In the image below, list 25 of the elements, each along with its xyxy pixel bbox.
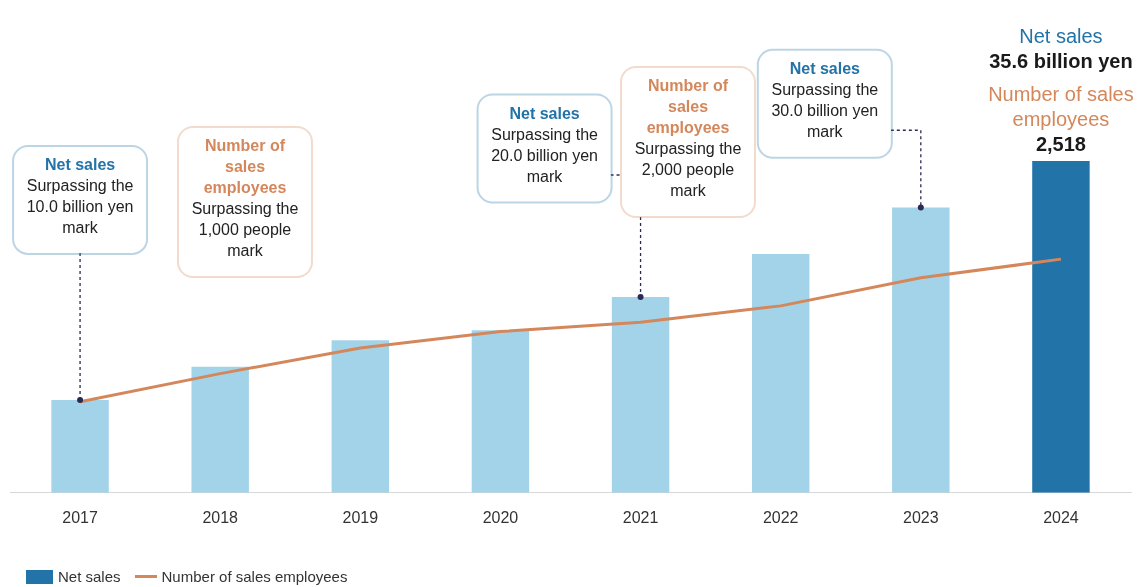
legend-label: Number of sales employees (161, 568, 348, 585)
bar (331, 340, 390, 493)
x-tick-label: 2024 (1043, 508, 1079, 526)
annotation: Number of sales employees Surpassing the 2,000 people mark (634, 77, 742, 200)
bar (751, 253, 810, 493)
bar (892, 207, 950, 493)
x-tick-label: 2023 (903, 508, 939, 526)
annotation: Net sales Surpassing the 30.0 billion yen mark (771, 60, 879, 141)
bar (611, 297, 670, 493)
annotation: Net sales Surpassing the 20.0 billion yen mark (491, 104, 599, 185)
x-tick-label: 2022 (762, 508, 799, 526)
annotation: Net sales Surpassing the 10.0 billion yen mark (26, 156, 134, 237)
bar (51, 399, 109, 493)
annotation: Number of sales employees Surpassing the 1,000 people mark (191, 137, 299, 260)
x-tick-label: 2019 (342, 508, 379, 526)
bar (471, 330, 530, 493)
text: Net sales 35.6 billion yen (989, 24, 1133, 72)
x-tick-label: 2021 (622, 508, 659, 526)
text: Number of sales employees 2,518 (988, 82, 1134, 155)
x-tick-label: 2020 (482, 508, 519, 526)
bar (191, 366, 249, 493)
bar (1032, 161, 1090, 493)
x-tick-label: 2017 (62, 508, 98, 526)
x-tick-label: 2018 (202, 508, 239, 526)
legend-label: Net sales (58, 568, 121, 585)
